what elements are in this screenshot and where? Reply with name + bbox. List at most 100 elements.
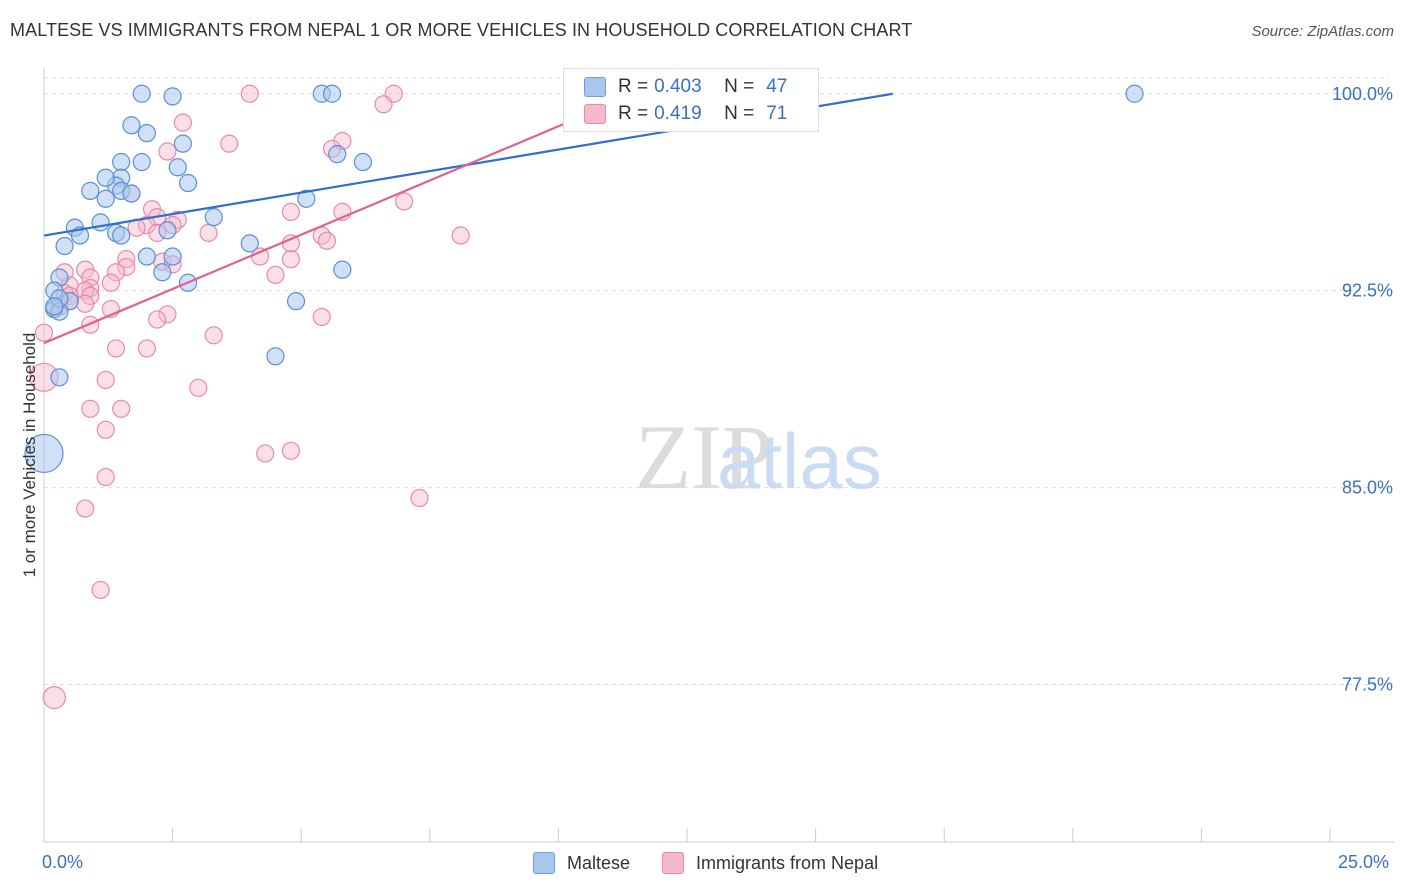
nepal-point <box>451 226 470 245</box>
maltese-point <box>333 260 352 279</box>
chart-title: MALTESE VS IMMIGRANTS FROM NEPAL 1 OR MO… <box>10 20 913 40</box>
y-tick-label: 85.0% <box>1342 478 1393 498</box>
y-tick-label: 77.5% <box>1342 674 1393 694</box>
nepal-swatch <box>662 852 685 874</box>
x-tick-label-max: 25.0% <box>1338 852 1390 872</box>
nepal-point <box>220 134 239 153</box>
x-tick-label-min: 0.0% <box>42 852 84 872</box>
nepal-point <box>117 257 136 277</box>
nepal-point <box>101 273 120 292</box>
bottom-legend-nepal: Immigrants from Nepal <box>662 852 878 874</box>
y-tick-label: 100.0% <box>1332 84 1393 104</box>
nepal-point <box>106 339 126 358</box>
maltese-point <box>163 87 182 106</box>
bottom-legend-maltese: Maltese <box>533 852 630 874</box>
nepal-point <box>96 370 115 390</box>
maltese-point <box>240 234 259 253</box>
nepal-point <box>158 142 177 161</box>
maltese-point <box>137 124 156 143</box>
y-tick-label: 92.5% <box>1342 281 1393 301</box>
maltese-point <box>163 247 182 266</box>
nepal-point <box>281 250 301 269</box>
source-label: Source: ZipAtlas.com <box>1251 23 1394 40</box>
maltese-point <box>50 368 69 387</box>
maltese-point <box>266 347 285 366</box>
maltese-point <box>178 173 198 193</box>
gridlines <box>44 77 1390 685</box>
nepal-point <box>312 307 331 327</box>
bottom-legend-nepal-label: Immigrants from Nepal <box>696 852 879 873</box>
maltese-point <box>353 152 373 172</box>
nepal-point <box>204 326 223 345</box>
maltese-point <box>122 116 141 135</box>
maltese-point <box>1125 84 1144 103</box>
nepal-point <box>158 305 177 324</box>
r-label: R = <box>618 103 649 124</box>
maltese-point <box>122 184 141 203</box>
maltese-point <box>132 152 151 172</box>
maltese-point <box>322 84 342 103</box>
maltese-point <box>328 145 347 164</box>
maltese-point <box>137 247 156 266</box>
bottom-legend: Maltese Immigrants from Nepal <box>533 852 910 874</box>
nepal-point <box>81 399 100 418</box>
series-maltese-points <box>24 84 1144 474</box>
maltese-swatch <box>533 852 555 874</box>
r-label: R = <box>618 76 649 97</box>
nepal-point <box>281 441 301 460</box>
maltese-point <box>286 292 306 311</box>
watermark-atlas: atlas <box>717 417 882 505</box>
nepal-point <box>91 580 110 600</box>
legend-row-maltese: R = 0.403 N = 47 <box>584 74 787 100</box>
maltese-point <box>96 168 115 187</box>
maltese-point <box>132 84 151 103</box>
r-value: 0.419 <box>654 103 702 124</box>
nepal-swatch <box>584 104 606 124</box>
y-tick-labels: 77.5% 85.0% 92.5% 100.0% <box>1332 84 1393 695</box>
maltese-point <box>24 433 64 474</box>
maltese-point <box>112 152 131 172</box>
maltese-point <box>91 213 110 232</box>
n-value: 71 <box>766 103 788 124</box>
n-label: N = <box>724 76 755 97</box>
nepal-point <box>137 339 156 358</box>
nepal-point <box>374 95 393 114</box>
maltese-point <box>168 158 187 177</box>
watermark-zip: ZIP <box>635 406 773 508</box>
maltese-point <box>112 226 131 245</box>
y-axis-label: 1 or more Vehicles in Household <box>20 332 39 578</box>
nepal-point <box>34 323 54 342</box>
nepal-point <box>199 223 218 243</box>
nepal-point <box>148 310 167 329</box>
r-value: 0.403 <box>654 76 702 97</box>
n-value: 47 <box>766 76 788 97</box>
nepal-point <box>76 499 95 518</box>
n-label: N = <box>724 103 755 124</box>
nepal-point <box>42 686 66 710</box>
maltese-point <box>55 236 74 256</box>
nepal-point <box>410 488 429 508</box>
nepal-point <box>106 263 126 282</box>
nepal-point <box>266 265 285 285</box>
maltese-point <box>81 181 100 200</box>
nepal-point <box>76 294 95 313</box>
bottom-legend-maltese-label: Maltese <box>567 852 631 873</box>
nepal-point <box>112 399 131 418</box>
nepal-point <box>189 378 208 397</box>
maltese-point <box>96 189 115 208</box>
nepal-point <box>96 467 115 487</box>
legend-row-nepal: R = 0.419 N = 71 <box>584 101 787 127</box>
legend: R = 0.403 N = 47 R = 0.419 N = 71 <box>563 68 819 132</box>
maltese-point <box>204 208 223 227</box>
nepal-point <box>317 231 337 250</box>
nepal-point <box>117 250 136 269</box>
maltese-swatch <box>584 77 606 97</box>
nepal-trend-line <box>43 92 636 345</box>
watermark: ZIP atlas <box>635 406 882 508</box>
nepal-point <box>256 444 275 463</box>
nepal-point <box>394 192 414 211</box>
nepal-point <box>281 202 301 221</box>
maltese-point <box>45 297 64 316</box>
nepal-point <box>173 113 192 132</box>
